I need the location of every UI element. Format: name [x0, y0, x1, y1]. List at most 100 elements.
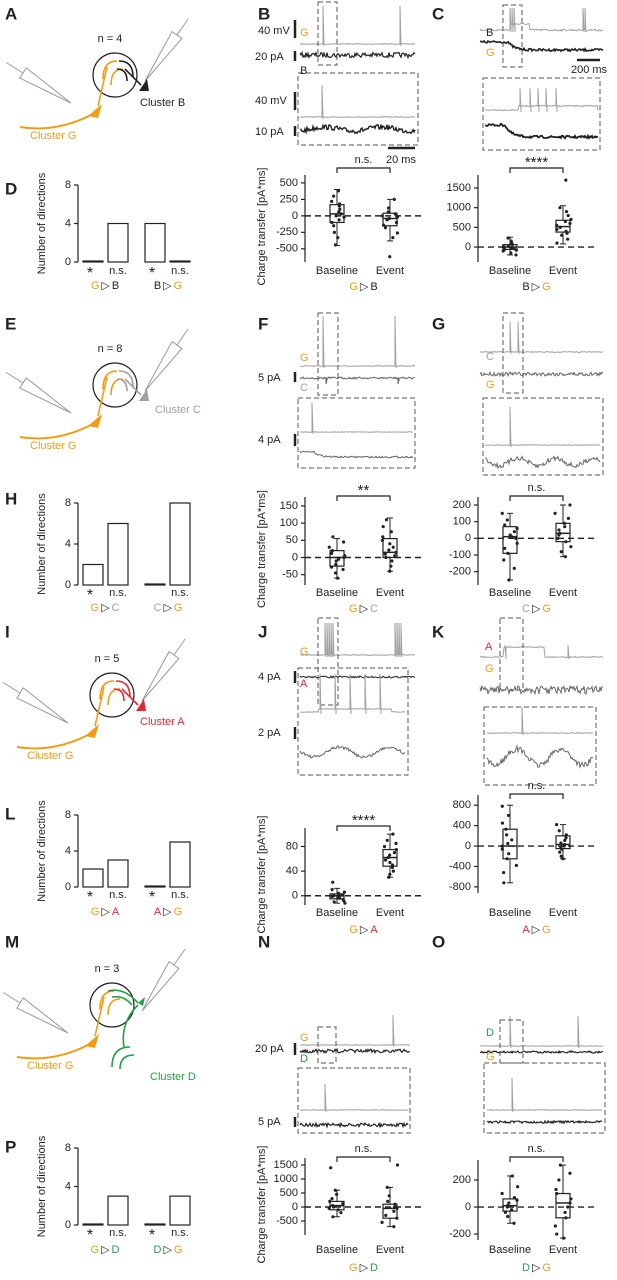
bar [108, 524, 128, 586]
data-point [380, 1221, 383, 1224]
x-tick-label: Event [376, 907, 404, 919]
x-tick-label: Baseline [316, 587, 358, 599]
data-point [331, 888, 334, 891]
group-label-part: G [349, 1262, 358, 1274]
y-tick-label: 0 [65, 881, 71, 893]
y-tick-label: 50 [286, 534, 298, 546]
data-point [333, 900, 336, 903]
x-tick-label: Event [376, 587, 404, 599]
group-label-part: G [349, 924, 358, 936]
group-label-part: ▷ [163, 906, 172, 918]
data-point [392, 1225, 395, 1228]
electrode [142, 962, 179, 1011]
trace [487, 707, 593, 735]
data-point [507, 814, 510, 817]
group-label-part: C [154, 602, 162, 614]
y-axis-label: Charge transfer [pA*ms] [256, 816, 268, 934]
data-point [554, 1188, 557, 1191]
y-tick-label: 0 [465, 1201, 471, 1213]
data-point [561, 857, 564, 860]
y-tick-label: 1500 [274, 1159, 298, 1171]
data-point [343, 890, 346, 893]
panel-label: O [432, 932, 445, 951]
panel-label: J [258, 622, 267, 641]
trace-label: G [485, 663, 494, 675]
data-point [564, 555, 567, 558]
group-label: C▷G [154, 602, 183, 614]
bar-label: n.s. [109, 1227, 127, 1239]
group-label-part: B [522, 281, 529, 293]
data-point [395, 848, 398, 851]
data-point [513, 530, 516, 533]
significance-label: n.s. [528, 482, 546, 494]
trace-label: B [486, 27, 493, 39]
bar [83, 565, 103, 586]
trace [487, 746, 593, 767]
bar [145, 584, 165, 585]
group-label-part: ▷ [532, 281, 541, 293]
significance-bracket [510, 1157, 563, 1162]
data-point [563, 522, 566, 525]
data-point [336, 236, 339, 239]
electrode [17, 688, 68, 723]
bar-label: * [149, 1227, 155, 1244]
y-tick-label: 1000 [447, 202, 471, 214]
neuron-g-dendrite [95, 681, 120, 726]
data-point [563, 839, 566, 842]
y-tick-label: 500 [453, 221, 471, 233]
group-label: G▷A [349, 924, 378, 936]
data-point [331, 1215, 334, 1218]
bar-label: * [87, 889, 93, 906]
data-point [514, 537, 517, 540]
data-point [563, 844, 566, 847]
data-point [501, 848, 504, 851]
y-tick-label: 1500 [447, 182, 471, 194]
bar [83, 869, 103, 887]
cluster-g-label: Cluster G [27, 750, 73, 762]
group-label-part: G [174, 906, 183, 918]
group-label-part: G [91, 1244, 100, 1256]
trace-label: 20 ms [386, 154, 416, 166]
group-label-part: G [349, 603, 358, 615]
panel-label: D [5, 179, 17, 198]
y-tick-label: 80 [286, 840, 298, 852]
data-point [384, 1214, 387, 1217]
group-label-part: C [370, 603, 378, 615]
data-point [553, 512, 556, 515]
y-tick-label: 200 [453, 1174, 471, 1186]
group-label-part: ▷ [101, 602, 110, 614]
data-point [506, 857, 509, 860]
electrode-wire [3, 683, 20, 694]
trace [300, 316, 415, 368]
group-label-part: D [112, 1244, 120, 1256]
data-point [503, 523, 506, 526]
y-tick-label: 4 [65, 845, 71, 857]
data-point [331, 535, 334, 538]
bar [108, 1196, 128, 1225]
selection-box [503, 313, 523, 393]
electrode [20, 68, 71, 103]
trace-label: 40 mV [255, 95, 287, 107]
data-point [555, 228, 558, 231]
x-tick-label: Event [549, 907, 577, 919]
data-point [557, 533, 560, 536]
data-point [506, 1215, 509, 1218]
data-point [338, 897, 341, 900]
bar-label: n.s. [171, 1227, 189, 1239]
data-point [328, 546, 331, 549]
group-label-part: C [112, 602, 120, 614]
data-point [386, 839, 389, 842]
significance-label: n.s. [355, 154, 373, 166]
data-point [502, 558, 505, 561]
group-label-part: ▷ [163, 1244, 172, 1256]
y-tick-label: 0 [65, 256, 71, 268]
y-tick-label: 500 [280, 1187, 298, 1199]
y-tick-label: 40 [286, 865, 298, 877]
data-point [387, 548, 390, 551]
trace-label: 2 pA [258, 727, 281, 739]
data-point [384, 552, 387, 555]
x-tick-label: Event [376, 265, 404, 277]
trace [485, 88, 598, 112]
group-label: G▷B [91, 280, 119, 292]
data-point [328, 1207, 331, 1210]
